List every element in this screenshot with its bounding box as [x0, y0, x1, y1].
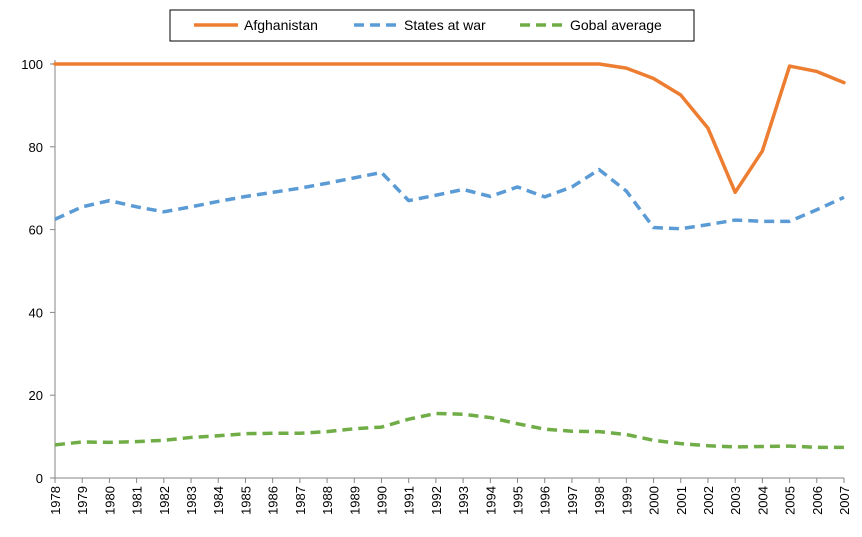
x-tick-label: 1987 [293, 486, 308, 515]
x-tick-label: 1992 [429, 486, 444, 515]
x-tick-label: 2006 [810, 486, 825, 515]
x-tick-label: 1985 [238, 486, 253, 515]
x-tick-label: 1981 [130, 486, 145, 515]
x-tick-label: 1991 [402, 486, 417, 515]
x-tick-label: 1998 [592, 486, 607, 515]
x-tick-label: 1983 [184, 486, 199, 515]
x-tick-label: 1990 [374, 486, 389, 515]
legend-box [169, 9, 695, 42]
series-layer [53, 62, 846, 450]
series-line-2 [54, 411, 844, 450]
x-tick-label: 2003 [728, 486, 743, 515]
x-tick-label: 2000 [647, 486, 662, 515]
y-tick-label: 100 [21, 57, 43, 72]
x-tick-label: 1989 [347, 486, 362, 515]
x-tick-label: 1993 [456, 486, 471, 515]
y-tick-label: 20 [29, 388, 43, 403]
series-line-1 [54, 167, 845, 231]
x-tick-label: 2005 [783, 486, 798, 515]
x-tick-label: 1984 [211, 486, 226, 515]
x-tick-label: 1979 [75, 486, 90, 515]
y-axis: 0 20 40 60 80 100 [21, 57, 56, 486]
legend-label-0: Afghanistan [244, 17, 318, 33]
y-tick-label: 80 [29, 140, 43, 155]
x-tick-label: 2007 [837, 486, 852, 515]
legend-label-2: Gobal average [570, 17, 662, 33]
x-tick-label: 1997 [565, 486, 580, 515]
x-tick-label: 1986 [266, 486, 281, 515]
x-tick-label: 1995 [511, 486, 526, 515]
x-tick-label: 2001 [674, 486, 689, 515]
legend-label-1: States at war [404, 17, 486, 33]
x-tick-label: 1982 [157, 486, 172, 515]
legend: Afghanistan States at war Gobal average [169, 9, 695, 42]
series-line-0 [53, 62, 846, 195]
x-tick-label: 1980 [102, 486, 117, 515]
x-tick-label: 1978 [48, 486, 63, 515]
x-tick-label: 1996 [538, 486, 553, 515]
x-tick-label: 1999 [619, 486, 634, 515]
x-tick-label: 2002 [701, 486, 716, 515]
x-tick-label: 2004 [755, 486, 770, 515]
x-axis: 1978 1979 1980 1981 1982 1983 1984 1985 1986 1987… [48, 477, 852, 515]
y-tick-label: 60 [29, 223, 43, 238]
y-tick-label: 40 [29, 305, 43, 320]
x-tick-label: 1994 [483, 486, 498, 515]
x-tick-label: 1988 [320, 486, 335, 515]
y-tick-label: 0 [36, 471, 43, 486]
